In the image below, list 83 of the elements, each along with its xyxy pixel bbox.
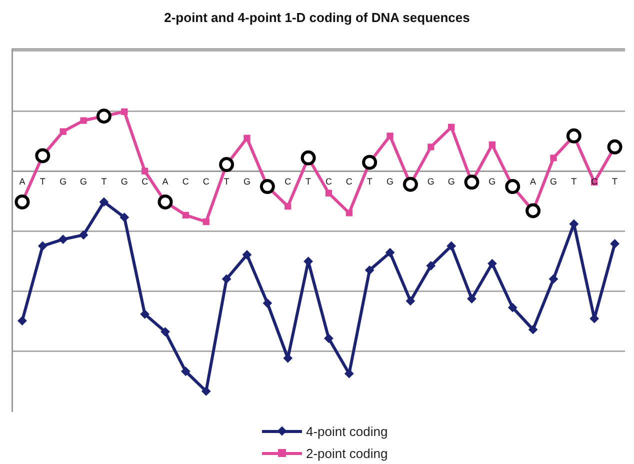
x-tick-label: T [366, 176, 373, 187]
x-tick-label: A [530, 176, 536, 187]
point [160, 327, 170, 336]
point [528, 325, 538, 334]
point [14, 194, 30, 210]
point [284, 203, 292, 210]
x-tick-label: C [182, 176, 190, 187]
point [262, 298, 272, 308]
point [365, 266, 374, 275]
x-tick-label: T [571, 176, 578, 187]
point [79, 230, 88, 240]
point [324, 334, 334, 343]
legend-label: 2-point coding [306, 446, 388, 460]
x-tick-label: T [612, 176, 618, 187]
point [428, 144, 434, 150]
point [80, 117, 87, 124]
point [18, 316, 27, 326]
point [548, 274, 558, 284]
x-tick-label: G [386, 176, 394, 187]
point [58, 234, 68, 244]
point [38, 241, 48, 250]
x-tick-label: A [19, 176, 26, 187]
point [120, 212, 129, 222]
x-tick-label: G [448, 176, 455, 187]
point [505, 179, 520, 194]
point [386, 248, 395, 258]
point [222, 274, 232, 284]
x-tick-label: C [142, 176, 149, 187]
point [448, 124, 455, 130]
x-tick-label: G [550, 176, 557, 187]
x-tick-label: G [488, 176, 496, 187]
point [406, 296, 415, 306]
point [181, 366, 190, 376]
point [99, 197, 108, 206]
point [402, 176, 418, 192]
x-tick-label: G [120, 176, 128, 187]
point [96, 108, 112, 124]
point [260, 179, 275, 194]
point [446, 241, 456, 250]
x-tick-label: C [591, 176, 598, 187]
point [325, 190, 332, 196]
x-tick-label: T [306, 176, 312, 187]
point [386, 132, 394, 140]
x-tick-label: G [243, 176, 250, 187]
point [121, 108, 128, 116]
point [202, 218, 210, 226]
x-tick-label: C [325, 176, 332, 187]
x-tick-label: A [162, 176, 168, 187]
point [219, 157, 234, 172]
point [508, 303, 518, 312]
x-tick-label: G [60, 176, 67, 187]
point [242, 250, 252, 260]
point [182, 212, 190, 218]
point [140, 310, 150, 319]
point [607, 139, 622, 154]
chart-title: 2-point and 4-point 1-D coding of DNA sequences [163, 10, 471, 25]
x-tick-label: C [202, 176, 210, 187]
point [464, 174, 480, 190]
point [488, 141, 496, 148]
legend-label: 4-point coding [306, 424, 388, 438]
point [346, 210, 352, 216]
x-tick-label: T [40, 176, 46, 187]
point [35, 148, 50, 164]
point [244, 134, 250, 142]
point [300, 150, 316, 166]
x-tick-label: G [80, 176, 88, 187]
x-tick-label: C [284, 176, 292, 187]
x-tick-label: C [346, 176, 353, 187]
x-tick-label: T [224, 176, 230, 187]
point [426, 261, 436, 270]
point [467, 294, 476, 304]
x-tick-label: T [101, 176, 108, 187]
point [566, 128, 582, 144]
point [488, 259, 497, 268]
point [141, 168, 148, 174]
point [158, 194, 173, 210]
x-tick-label: G [427, 176, 434, 187]
point [526, 203, 541, 218]
point [550, 154, 557, 162]
point [202, 386, 211, 396]
point [610, 239, 620, 248]
point [60, 128, 66, 135]
point [362, 154, 378, 170]
